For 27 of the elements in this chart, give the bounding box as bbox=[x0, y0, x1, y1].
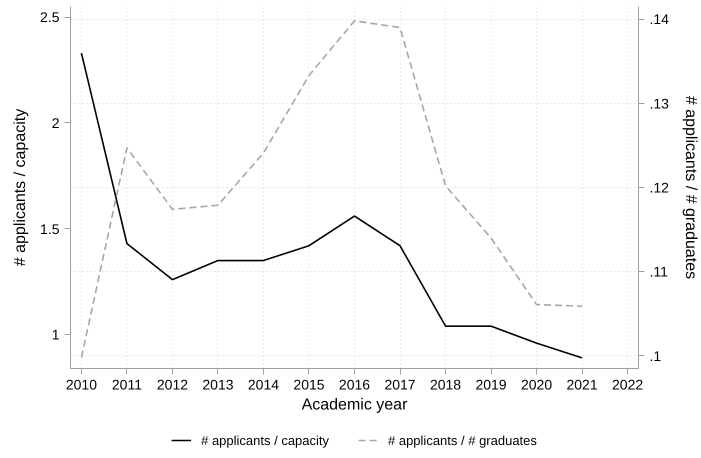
y-tick-label: 1.5 bbox=[40, 220, 60, 237]
x-tick-label: 2020 bbox=[520, 376, 552, 392]
x-tick-label: 2019 bbox=[475, 376, 507, 392]
legend-label: # applicants / # graduates bbox=[388, 432, 537, 448]
x-tick-label: 2010 bbox=[66, 376, 98, 392]
y-tick-label: 2.5 bbox=[40, 9, 60, 26]
y2-tick-label: .1 bbox=[650, 348, 662, 364]
y-axis-title: # applicants / capacity bbox=[12, 108, 30, 266]
y-tick-label: 1 bbox=[52, 326, 60, 343]
y2-tick-label: .12 bbox=[650, 180, 670, 196]
x-axis-title: Academic year bbox=[302, 396, 408, 414]
y2-tick-label: .11 bbox=[650, 264, 668, 280]
x-tick-label: 2012 bbox=[156, 376, 188, 392]
x-tick-label: 2018 bbox=[430, 376, 462, 392]
y2-tick-label: .13 bbox=[650, 95, 670, 112]
x-tick-label: 2013 bbox=[202, 376, 234, 392]
x-tick-label: 2021 bbox=[566, 376, 598, 392]
x-tick-label: 2017 bbox=[384, 376, 416, 392]
x-tick-label: 2015 bbox=[293, 376, 325, 392]
x-tick-label: 2014 bbox=[248, 376, 280, 392]
x-tick-label: 2022 bbox=[612, 376, 644, 392]
y2-axis-title: # applicants / # graduates bbox=[682, 96, 699, 280]
x-tick-label: 2016 bbox=[338, 376, 370, 392]
y-tick-label: 2 bbox=[52, 114, 60, 131]
y2-tick-label: .14 bbox=[650, 11, 670, 28]
legend-label: # applicants / capacity bbox=[201, 432, 330, 448]
x-tick-label: 2011 bbox=[112, 376, 142, 392]
